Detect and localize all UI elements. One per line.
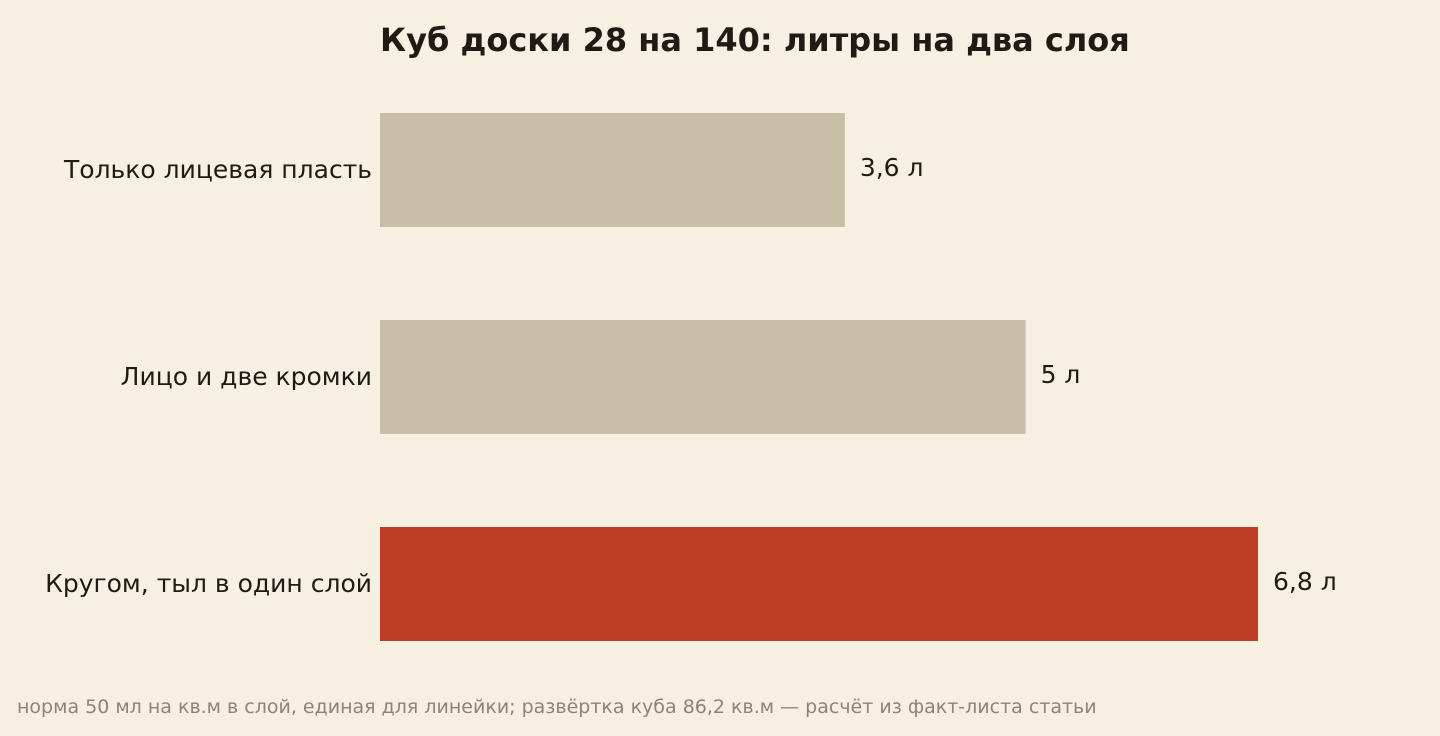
bar-1 <box>380 113 845 227</box>
value-label-3: 6,8 л <box>1273 567 1337 596</box>
chart-title: Куб доски 28 на 140: литры на два слоя <box>380 21 1130 59</box>
value-label-2: 5 л <box>1041 360 1081 389</box>
category-label-3: Кругом, тыл в один слой <box>45 569 372 598</box>
value-label-1: 3,6 л <box>860 153 924 182</box>
category-label-1: Только лицевая пласть <box>63 155 372 184</box>
footnote: норма 50 мл на кв.м в слой, единая для л… <box>17 696 1097 718</box>
bar-3 <box>380 527 1258 641</box>
category-label-2: Лицо и две кромки <box>121 362 372 391</box>
bar-2 <box>380 320 1026 434</box>
bars-group: Только лицевая пласть 3,6 л Лицо и две кро… <box>45 113 1337 641</box>
